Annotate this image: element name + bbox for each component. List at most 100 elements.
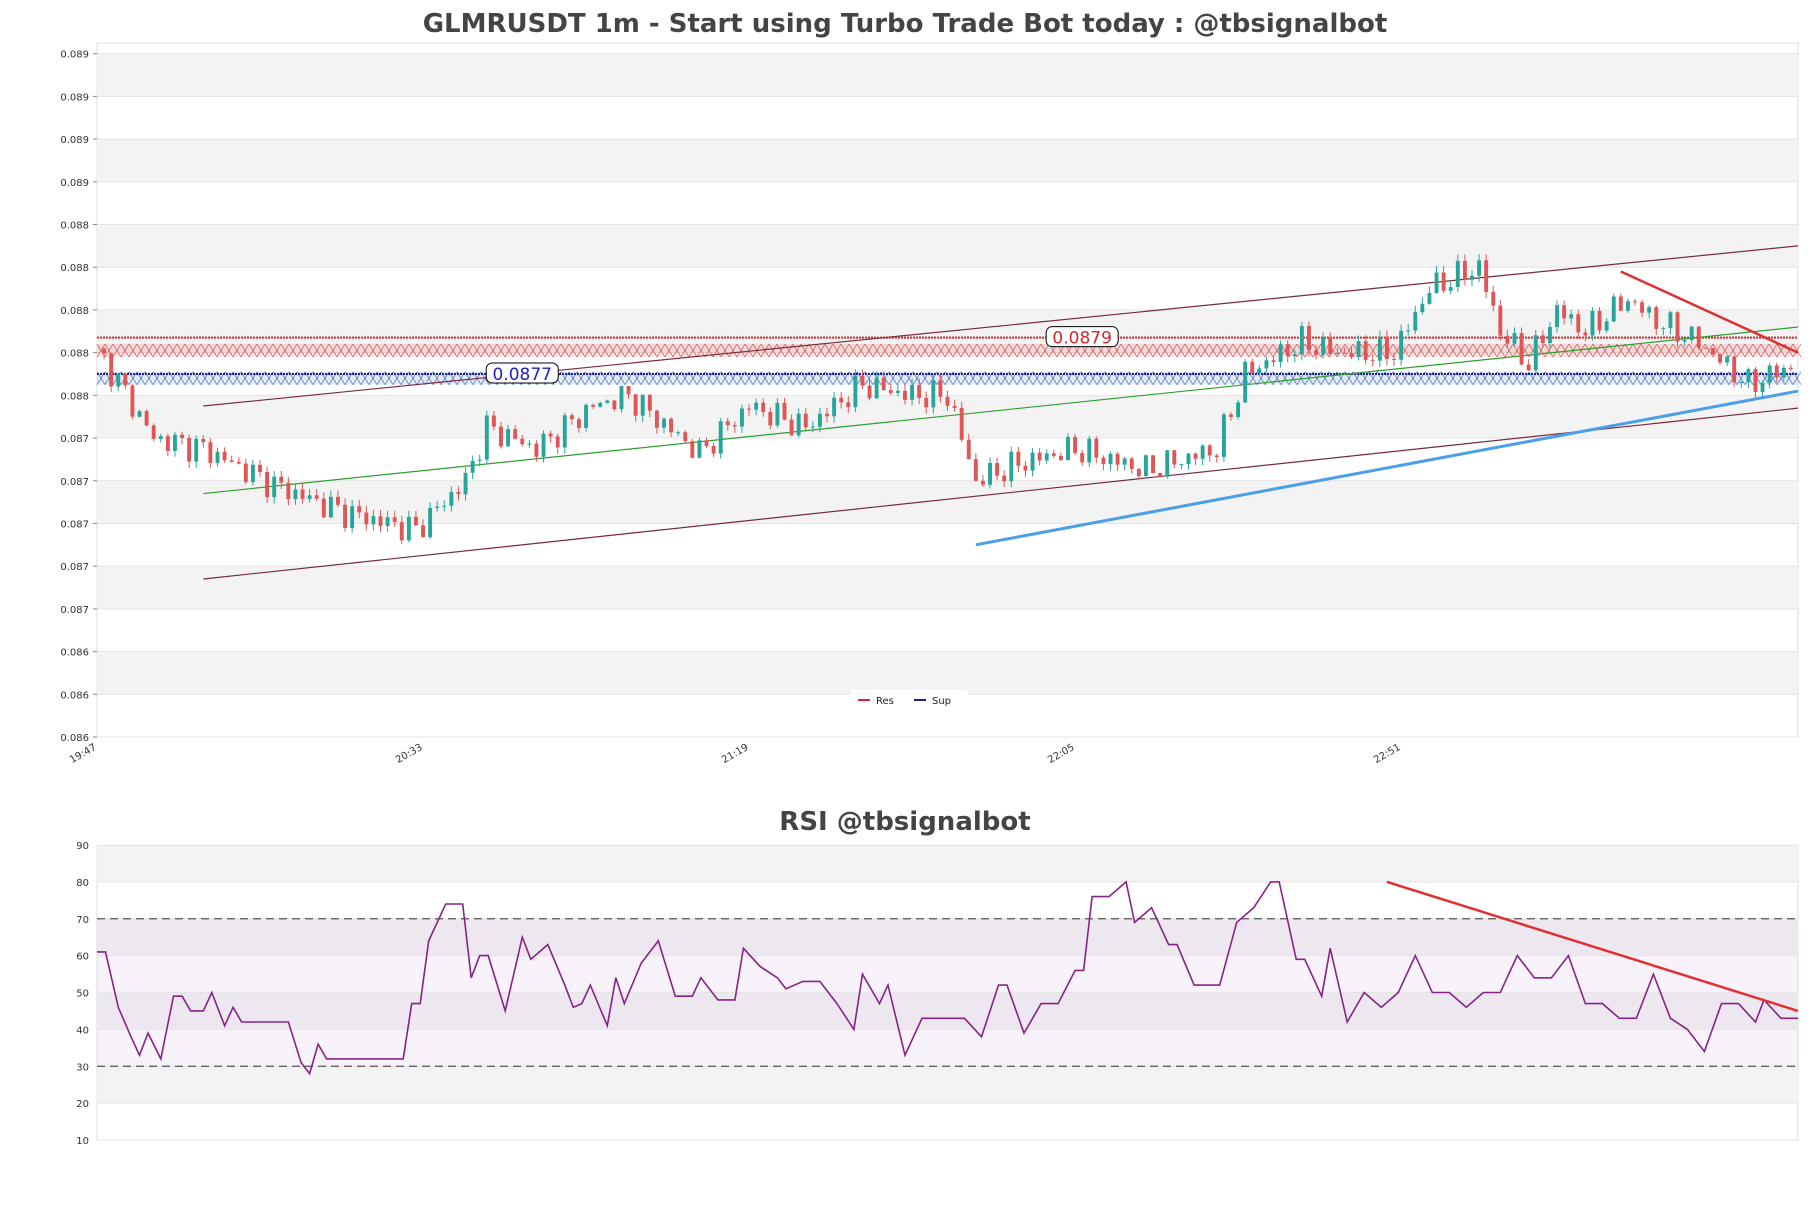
hatch-line bbox=[1664, 371, 1674, 385]
candle-body bbox=[236, 461, 241, 464]
hatch-line bbox=[240, 343, 250, 358]
rsi-chart-title: RSI @tbsignalbot bbox=[779, 807, 1030, 837]
candle-body bbox=[938, 380, 943, 397]
hatch-line bbox=[720, 343, 730, 358]
hatch-line bbox=[800, 343, 810, 358]
hatch-line bbox=[1712, 371, 1722, 385]
candle-body bbox=[307, 495, 312, 499]
candle-body bbox=[300, 489, 305, 499]
hatch-line bbox=[1176, 343, 1186, 358]
candle-body bbox=[1788, 367, 1793, 369]
price-xtick-label: 22:05 bbox=[1046, 742, 1076, 766]
hatch-line bbox=[344, 343, 354, 358]
hatch-line bbox=[1280, 371, 1290, 385]
candle-body bbox=[704, 440, 709, 446]
resistance-zone-hatch bbox=[96, 343, 1802, 358]
hatch-line bbox=[656, 343, 666, 358]
hatch-line bbox=[728, 343, 738, 358]
candle-body bbox=[817, 413, 822, 427]
candle-body bbox=[895, 390, 900, 393]
hatch-line bbox=[176, 343, 186, 358]
hatch-line bbox=[1544, 371, 1554, 385]
hatch-line bbox=[1456, 343, 1466, 358]
hatch-line bbox=[912, 343, 922, 358]
support-price-label: 0.0877 bbox=[493, 365, 552, 385]
hatch-line bbox=[1256, 343, 1266, 358]
channel-mid-line bbox=[203, 326, 1799, 495]
candle-body bbox=[1328, 337, 1333, 354]
hatch-line bbox=[1128, 343, 1138, 358]
candle-body bbox=[1477, 260, 1482, 276]
candle-body bbox=[137, 411, 142, 417]
candle-body bbox=[421, 525, 425, 538]
hatch-line bbox=[1648, 343, 1658, 358]
candle-body bbox=[222, 451, 227, 461]
candle-body bbox=[1066, 436, 1070, 461]
hatch-line bbox=[1600, 343, 1610, 358]
candle-body bbox=[158, 436, 163, 439]
candle-body bbox=[966, 439, 971, 460]
candle-body bbox=[243, 463, 248, 483]
hatch-line bbox=[168, 343, 178, 358]
rsi-grid-band bbox=[97, 918, 1798, 956]
hatch-line bbox=[1472, 343, 1482, 358]
candle-body bbox=[1002, 475, 1007, 482]
hatch-line bbox=[672, 343, 682, 358]
hatch-line bbox=[1560, 343, 1570, 358]
price-ytick-label: 0.087 bbox=[60, 562, 89, 573]
candle-body bbox=[775, 402, 780, 426]
candle-body bbox=[676, 432, 681, 434]
hatch-line bbox=[1736, 371, 1746, 385]
candle-body bbox=[1781, 367, 1786, 378]
hatch-line bbox=[1216, 343, 1226, 358]
candle-body bbox=[428, 507, 433, 538]
hatch-line bbox=[224, 371, 234, 385]
hatch-line bbox=[224, 343, 234, 358]
candle-body bbox=[1640, 302, 1645, 313]
candle-body bbox=[208, 442, 213, 463]
candle-body bbox=[1491, 291, 1496, 306]
hatch-line bbox=[296, 343, 306, 358]
hatch-line bbox=[232, 343, 242, 358]
hatch-line bbox=[96, 343, 106, 358]
rsi-ytick-label: 20 bbox=[76, 1099, 89, 1110]
hatch-line bbox=[296, 371, 306, 385]
hatch-line bbox=[424, 343, 434, 358]
candle-body bbox=[1037, 452, 1042, 461]
hatch-line bbox=[256, 343, 266, 358]
candle-body bbox=[1519, 333, 1524, 365]
price-ytick-label: 0.089 bbox=[60, 178, 89, 189]
hatch-line bbox=[352, 343, 362, 358]
candle-body bbox=[1583, 332, 1588, 336]
price-ytick-label: 0.088 bbox=[60, 263, 89, 274]
hatch-line bbox=[896, 343, 906, 358]
candle-body bbox=[1455, 260, 1460, 288]
candle-body bbox=[591, 404, 596, 407]
channel-lower-line bbox=[203, 407, 1799, 580]
candle-body bbox=[1214, 455, 1219, 457]
hatch-line bbox=[1184, 343, 1194, 358]
candles-group bbox=[102, 254, 1793, 544]
hatch-line bbox=[800, 371, 810, 385]
candle-body bbox=[279, 476, 284, 483]
hatch-line bbox=[408, 343, 418, 358]
rsi-series-line bbox=[97, 880, 1798, 1076]
hatch-line bbox=[760, 343, 770, 358]
hatch-line bbox=[560, 343, 570, 358]
hatch-line bbox=[496, 343, 506, 358]
candle-body bbox=[1271, 360, 1276, 363]
hatch-line bbox=[544, 343, 554, 358]
hatch-line bbox=[248, 371, 258, 385]
hatch-line bbox=[1408, 343, 1418, 358]
candle-body bbox=[385, 517, 390, 526]
hatch-line bbox=[160, 343, 170, 358]
hatch-line bbox=[704, 343, 714, 358]
candle-body bbox=[789, 419, 794, 436]
hatch-line bbox=[1424, 371, 1434, 385]
hatch-line bbox=[1544, 343, 1554, 358]
candle-body bbox=[1654, 307, 1659, 329]
hatch-line bbox=[824, 343, 834, 358]
candle-body bbox=[194, 438, 199, 462]
candle-body bbox=[1420, 303, 1425, 313]
price-ytick-label: 0.086 bbox=[60, 648, 89, 659]
